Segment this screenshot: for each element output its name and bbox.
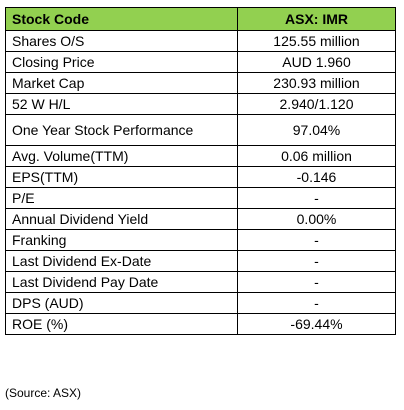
row-value: -0.146 [237, 166, 396, 188]
row-value: 2.940/1.120 [237, 93, 396, 115]
table-row: One Year Stock Performance 97.04% [5, 114, 396, 146]
row-value: 0.06 million [237, 145, 396, 167]
row-label: ROE (%) [5, 313, 238, 335]
table-row: Avg. Volume(TTM) 0.06 million [5, 145, 396, 167]
table-row: Annual Dividend Yield 0.00% [5, 208, 396, 230]
table-row: EPS(TTM) -0.146 [5, 166, 396, 188]
row-label: Last Dividend Pay Date [5, 271, 238, 293]
row-value: 125.55 million [237, 30, 396, 52]
table-header-row: Stock Code ASX: IMR [5, 7, 396, 31]
row-label: P/E [5, 187, 238, 209]
table-row: P/E - [5, 187, 396, 209]
row-value: 0.00% [237, 208, 396, 230]
row-value: - [237, 229, 396, 251]
row-value: - [237, 250, 396, 272]
row-value: - [237, 292, 396, 314]
row-label: Closing Price [5, 51, 238, 73]
table-row: Franking - [5, 229, 396, 251]
row-value: 230.93 million [237, 72, 396, 94]
row-label: Annual Dividend Yield [5, 208, 238, 230]
row-label: Shares O/S [5, 30, 238, 52]
row-label: One Year Stock Performance [5, 114, 238, 146]
row-label: Market Cap [5, 72, 238, 94]
table-row: Last Dividend Pay Date - [5, 271, 396, 293]
table-row: Market Cap 230.93 million [5, 72, 396, 94]
row-value: -69.44% [237, 313, 396, 335]
row-value: AUD 1.960 [237, 51, 396, 73]
stock-info-table: Stock Code ASX: IMR Shares O/S 125.55 mi… [5, 7, 396, 335]
row-label: EPS(TTM) [5, 166, 238, 188]
table-row: 52 W H/L 2.940/1.120 [5, 93, 396, 115]
row-label: Avg. Volume(TTM) [5, 145, 238, 167]
header-label: Stock Code [5, 7, 238, 31]
table-row: Closing Price AUD 1.960 [5, 51, 396, 73]
row-label: Last Dividend Ex-Date [5, 250, 238, 272]
table-row: DPS (AUD) - [5, 292, 396, 314]
row-value: 97.04% [237, 114, 396, 146]
table-row: Shares O/S 125.55 million [5, 30, 396, 52]
header-value: ASX: IMR [237, 7, 396, 31]
row-value: - [237, 271, 396, 293]
source-note: (Source: ASX) [5, 386, 82, 400]
table-row: Last Dividend Ex-Date - [5, 250, 396, 272]
row-value: - [237, 187, 396, 209]
row-label: 52 W H/L [5, 93, 238, 115]
table-row: ROE (%) -69.44% [5, 313, 396, 335]
row-label: DPS (AUD) [5, 292, 238, 314]
row-label: Franking [5, 229, 238, 251]
